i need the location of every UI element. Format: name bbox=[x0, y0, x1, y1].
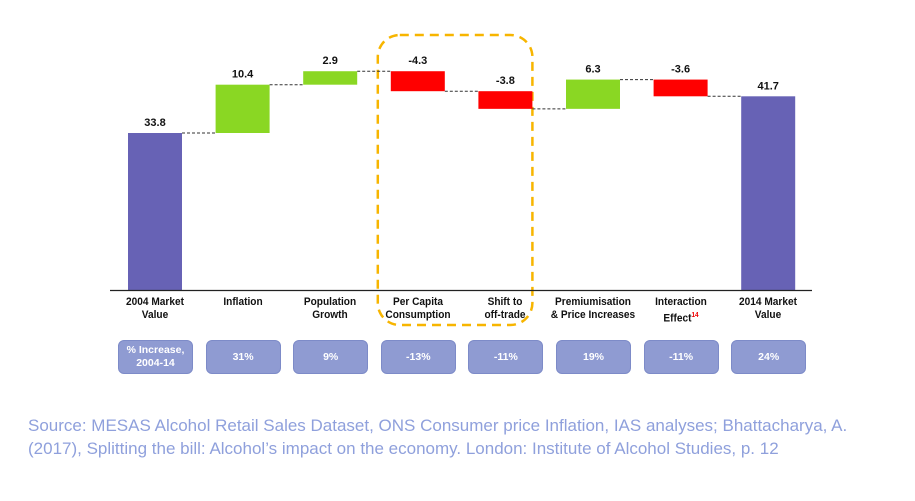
percent-increase-value: 9% bbox=[293, 340, 369, 374]
category-label: Population Growth bbox=[304, 296, 357, 321]
data-label-1: 10.4 bbox=[232, 69, 254, 81]
data-label-5: 6.3 bbox=[585, 64, 600, 76]
data-label-6: -3.6 bbox=[671, 64, 690, 76]
data-label-0: 33.8 bbox=[144, 117, 165, 129]
category-label: 2004 Market Value bbox=[126, 296, 184, 321]
bar-2 bbox=[303, 71, 358, 85]
bar-7 bbox=[741, 96, 796, 290]
source-note: Source: MESAS Alcohol Retail Sales Datas… bbox=[28, 416, 848, 458]
percent-increase-value: -11% bbox=[643, 340, 719, 374]
bar-0 bbox=[128, 133, 182, 290]
percent-increase-value: 31% bbox=[205, 340, 281, 374]
data-label-7: 41.7 bbox=[757, 80, 778, 92]
category-label: Per Capita Consumption bbox=[385, 296, 451, 321]
percent-increase-value: 19% bbox=[556, 340, 631, 374]
data-label-2: 2.9 bbox=[323, 55, 338, 67]
category-label: Inflation bbox=[222, 296, 263, 308]
waterfall-chart: 33.8 10.4 2.9 -4.3 -3.8 6.3 -3.6 41.7 bbox=[110, 33, 812, 327]
bar-5 bbox=[566, 79, 620, 109]
bar-6 bbox=[653, 79, 708, 97]
data-label-3: -4.3 bbox=[408, 55, 427, 67]
bar-1 bbox=[215, 84, 270, 133]
category-label: Shift to off-trade bbox=[484, 296, 526, 321]
bar-4 bbox=[478, 91, 533, 109]
percent-increase-value: -11% bbox=[468, 340, 544, 374]
category-label: Premiumisation & Price Increases bbox=[550, 296, 636, 321]
bar-3 bbox=[390, 71, 445, 92]
data-label-4: -3.8 bbox=[496, 75, 515, 87]
category-label: 2014 Market Value bbox=[739, 296, 798, 321]
category-label: Interaction Effect14 bbox=[654, 296, 707, 325]
percent-increase-value: 24% bbox=[731, 340, 807, 374]
percent-increase-header: % Increase, 2004-14 bbox=[118, 340, 193, 374]
percent-increase-value: -13% bbox=[380, 340, 456, 374]
highlight-box bbox=[376, 33, 534, 327]
